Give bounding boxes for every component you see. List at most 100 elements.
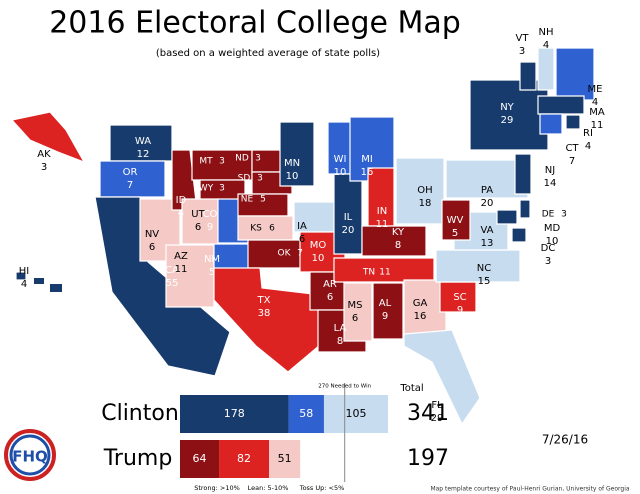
legend-item: Toss Up: <5% — [299, 484, 345, 492]
state — [445, 159, 529, 199]
state-abbr: NH — [539, 27, 554, 38]
state-abbr: AR — [323, 279, 337, 290]
state-abbr: LA — [334, 323, 347, 334]
state-abbr: NE — [241, 195, 254, 205]
state — [10, 111, 86, 164]
state-votes: 3 — [257, 174, 263, 184]
state-votes: 10 — [286, 171, 299, 182]
state-votes: 3 — [545, 256, 551, 267]
state-abbr: PA — [481, 185, 493, 196]
state-votes: 15 — [478, 276, 491, 287]
state-votes: 3 — [255, 154, 261, 164]
state-votes: 10 — [334, 167, 347, 178]
tally-bar — [219, 440, 270, 478]
state-votes: 20 — [342, 225, 355, 236]
legend-item: Lean: 5-10% — [248, 484, 289, 492]
state-votes: 11 — [591, 120, 604, 131]
state-votes: 16 — [361, 167, 374, 178]
state-votes: 16 — [414, 311, 427, 322]
state-votes: 4 — [21, 279, 27, 290]
state-abbr: NC — [477, 263, 491, 274]
state — [361, 225, 427, 257]
state-abbr: NV — [145, 229, 159, 240]
state-votes: 29 — [431, 413, 444, 424]
tally-total: 197 — [407, 446, 449, 471]
state-abbr: HI — [19, 266, 29, 277]
state-votes: 3 — [561, 210, 567, 220]
tally-bar — [269, 440, 301, 478]
state — [519, 199, 531, 219]
state-votes: 3 — [519, 46, 525, 57]
state — [496, 209, 518, 225]
state-votes: 3 — [219, 157, 225, 167]
state-abbr: WY — [199, 184, 214, 194]
state — [15, 271, 27, 281]
legend-item: Strong: >10% — [194, 484, 240, 492]
state-abbr: VT — [516, 33, 530, 44]
state — [403, 329, 481, 426]
state-abbr: AZ — [174, 251, 188, 262]
state-abbr: MS — [348, 300, 363, 311]
state-abbr: DC — [541, 243, 556, 254]
state-abbr: ID — [176, 195, 187, 206]
state — [441, 199, 471, 241]
state-votes: 5 — [209, 267, 215, 278]
state-votes: 4 — [592, 97, 598, 108]
tally-value: 105 — [345, 407, 366, 420]
state-abbr: MA — [589, 107, 605, 118]
state-votes: 3 — [41, 162, 47, 173]
hawaii-island — [50, 284, 62, 292]
tally-total: 341 — [407, 401, 449, 426]
state-votes: 6 — [299, 234, 305, 245]
date: 7/26/16 — [542, 433, 588, 447]
state-votes: 29 — [501, 115, 514, 126]
state-abbr: CT — [565, 143, 579, 154]
state-votes: 14 — [544, 178, 557, 189]
state-votes: 5 — [260, 195, 266, 205]
state-abbr: IL — [344, 212, 353, 223]
state-abbr: WI — [334, 154, 347, 165]
state-abbr: WA — [135, 136, 151, 147]
state-abbr: KS — [250, 224, 262, 234]
candidate-name: Clinton — [101, 401, 179, 426]
state — [343, 282, 373, 342]
state — [514, 153, 532, 195]
state — [565, 114, 581, 130]
map — [10, 47, 595, 426]
state — [165, 244, 215, 308]
state-votes: 4 — [543, 40, 549, 51]
state — [537, 47, 555, 91]
logo-inner — [9, 434, 51, 476]
state — [99, 160, 166, 198]
state — [555, 47, 595, 101]
tally-bar — [180, 440, 220, 478]
state-votes: 4 — [585, 141, 591, 152]
state-abbr: OK — [278, 249, 292, 259]
tally-value: 178 — [224, 407, 245, 420]
state — [372, 282, 404, 340]
state-abbr: FL — [431, 400, 443, 411]
tally-bar — [323, 395, 389, 433]
state-votes: 9 — [207, 222, 213, 233]
state-votes: 10 — [312, 253, 325, 264]
state-votes: 20 — [481, 198, 494, 209]
state-abbr: MD — [544, 223, 561, 234]
subtitle: (based on a weighted average of state po… — [156, 48, 380, 59]
state-votes: 5 — [452, 228, 458, 239]
state-votes: 9 — [382, 311, 388, 322]
state-votes: 18 — [419, 198, 432, 209]
state-abbr: SD — [238, 174, 251, 184]
state — [279, 121, 315, 187]
state-abbr: UT — [191, 209, 205, 220]
state-abbr: ND — [235, 154, 249, 164]
state-abbr: VA — [480, 225, 493, 236]
state-abbr: WV — [447, 215, 464, 226]
state-abbr: NJ — [545, 165, 555, 176]
state-abbr: RI — [583, 128, 593, 139]
state-votes: 8 — [395, 240, 401, 251]
state-votes: 7 — [569, 156, 575, 167]
threshold-label: 270 Needed to Win — [318, 384, 371, 390]
logo-text: FHQ — [12, 448, 48, 466]
tally-value: 64 — [193, 452, 207, 465]
